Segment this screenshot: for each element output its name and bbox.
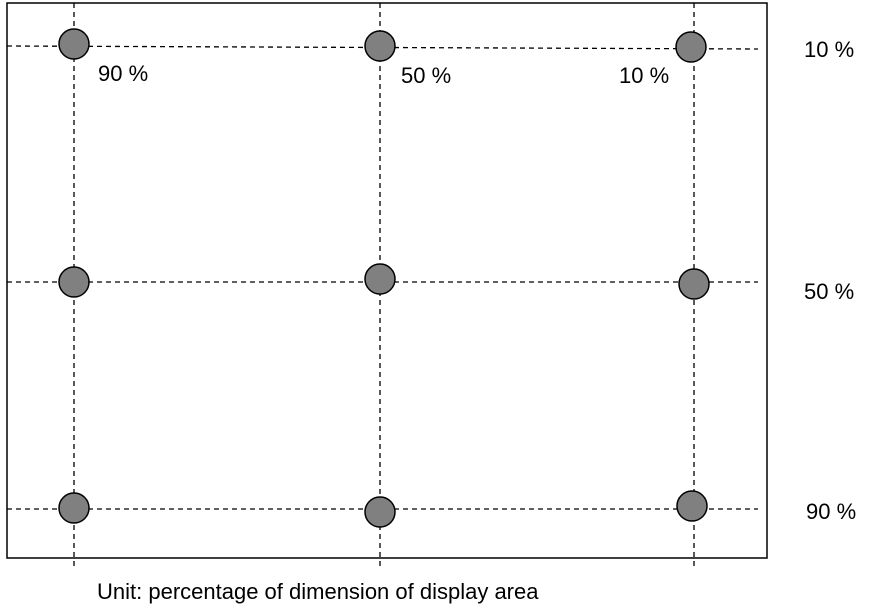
- display-area-frame: [6, 2, 768, 559]
- column-label-left: 90 %: [98, 61, 148, 86]
- column-label-right: 10 %: [619, 63, 669, 88]
- unit-caption: Unit: percentage of dimension of display…: [97, 579, 539, 604]
- row-label-middle: 50 %: [804, 279, 854, 304]
- horizontal-line-10: [6, 45, 759, 50]
- column-label-center: 50 %: [401, 63, 451, 88]
- row-label-bottom: 90 %: [806, 499, 856, 524]
- measurement-point: [58, 492, 90, 524]
- measurement-point: [364, 263, 396, 295]
- measurement-point: [58, 28, 90, 60]
- measurement-point: [58, 266, 90, 298]
- measurement-point: [675, 31, 707, 63]
- measurement-point: [364, 30, 396, 62]
- measurement-point: [678, 268, 710, 300]
- measurement-point: [676, 490, 708, 522]
- measurement-point: [364, 496, 396, 528]
- row-label-top: 10 %: [804, 37, 854, 62]
